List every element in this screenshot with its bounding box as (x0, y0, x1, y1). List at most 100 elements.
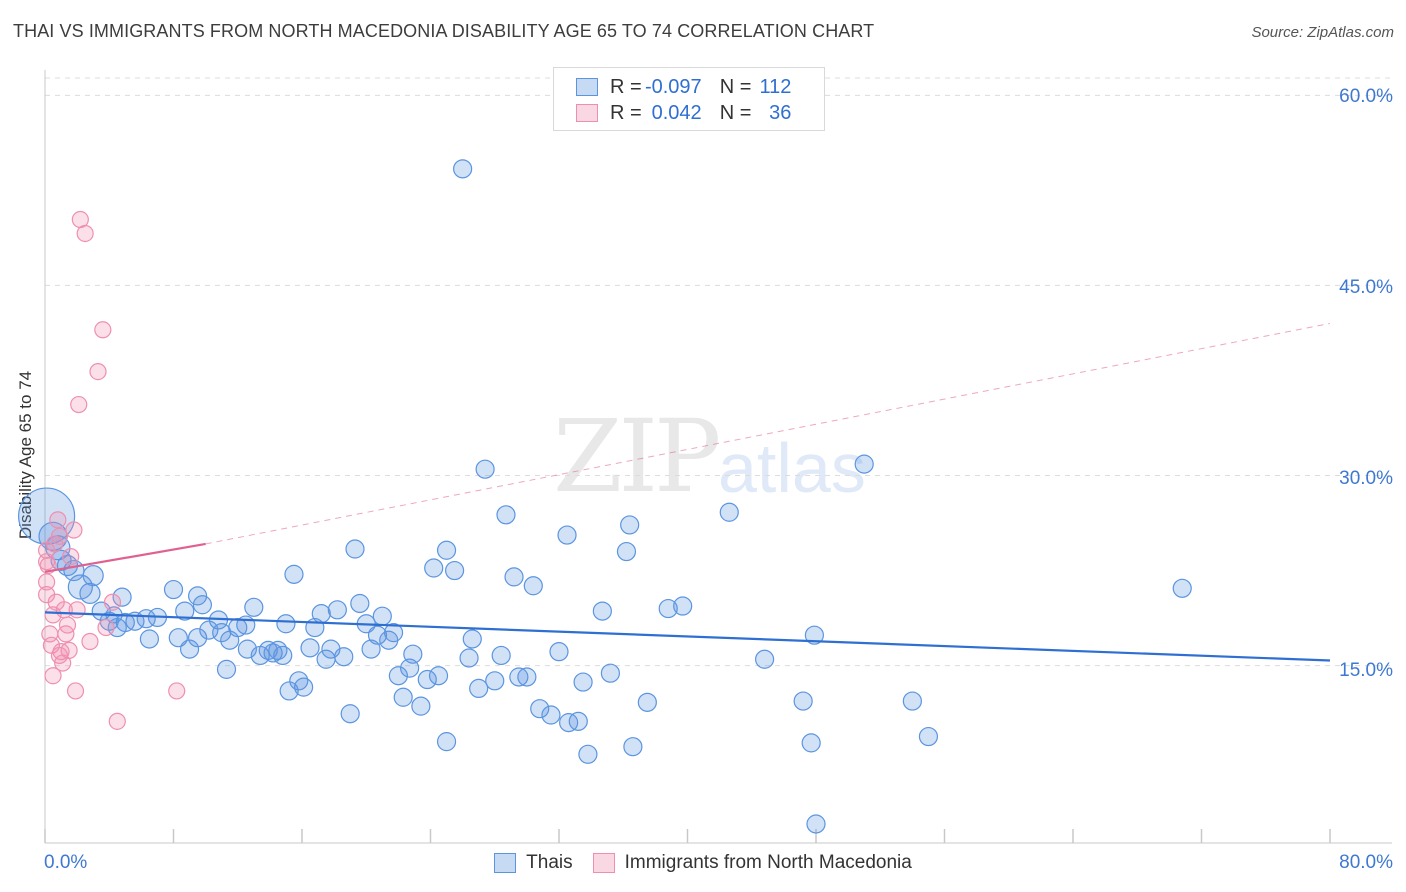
data-point-thais (187, 628, 208, 648)
legend-r-value: 0.042 (651, 101, 702, 124)
data-point-thais (616, 541, 637, 562)
data-point-thais (216, 659, 237, 679)
data-point-macedonia (70, 395, 88, 414)
data-point-thais (620, 515, 640, 535)
data-point-thais (350, 593, 370, 614)
data-point-thais (334, 647, 354, 667)
data-point-thais (179, 639, 200, 659)
y-tick-label-30: 30.0% (1339, 468, 1393, 489)
legend-label-macedonia: Immigrants from North Macedonia (624, 852, 912, 873)
data-point-thais (436, 732, 457, 752)
legend-row-thais: R = -0.097 N = 112 (576, 75, 791, 99)
data-point-thais (300, 638, 320, 658)
legend-swatch-macedonia (592, 853, 615, 873)
data-point-macedonia (89, 362, 107, 381)
data-point-thais (279, 681, 299, 701)
data-point-thais (340, 704, 360, 724)
data-point-thais (462, 629, 482, 649)
data-point-thais (801, 733, 821, 753)
data-point-thais (578, 744, 598, 764)
data-point-macedonia (38, 573, 56, 591)
data-point-thais (918, 726, 939, 747)
data-point-macedonia (66, 682, 85, 700)
data-point-thais (383, 623, 404, 643)
data-point-thais (311, 604, 331, 624)
data-point-thais (793, 691, 813, 711)
data-point-thais (403, 644, 423, 664)
trend-line-macedonia (44, 542, 206, 573)
data-point-thais (496, 505, 516, 525)
x-tick-label-max: 80.0% (1339, 852, 1393, 873)
legend-n-value: 36 (769, 101, 792, 124)
watermark-atlas: atlas (718, 429, 866, 507)
data-point-macedonia (49, 511, 67, 529)
data-point-thais (658, 598, 678, 619)
data-point-thais (79, 582, 101, 604)
data-point-thais (327, 600, 347, 620)
data-point-macedonia (62, 548, 80, 566)
data-point-thais (192, 595, 213, 615)
data-point-macedonia (60, 641, 78, 659)
data-point-thais (424, 558, 444, 578)
data-point-macedonia (44, 606, 62, 624)
data-point-thais (67, 574, 93, 600)
data-point-thais (82, 565, 104, 587)
data-point-macedonia (44, 667, 62, 685)
legend-n-value: 112 (759, 75, 792, 98)
watermark-zip: ZIP (553, 398, 721, 515)
data-point-thais (854, 454, 874, 474)
legend-item-thais: Thais (494, 852, 573, 874)
data-point-thais (367, 625, 388, 645)
data-point-thais (804, 625, 824, 645)
x-tick-label-min: 0.0% (44, 852, 88, 873)
data-point-thais (523, 576, 543, 596)
data-point-thais (284, 564, 304, 584)
data-point-thais (163, 579, 184, 600)
data-point-thais (469, 678, 489, 699)
data-point-thais (623, 737, 643, 757)
data-point-thais (592, 601, 612, 621)
data-point-thais (417, 669, 437, 690)
data-point-macedonia (103, 593, 122, 611)
y-tick-label-15: 15.0% (1339, 660, 1393, 681)
data-point-thais (754, 649, 775, 669)
y-tick-label-60: 60.0% (1339, 86, 1393, 107)
data-point-thais (509, 667, 529, 687)
correlation-legend: R = -0.097 N = 112 R = 0.042 N = 36 (553, 67, 825, 131)
data-point-thais (453, 159, 473, 179)
data-point-thais (475, 459, 495, 479)
data-point-thais (444, 560, 465, 581)
data-point-thais (806, 814, 826, 834)
data-point-thais (372, 606, 392, 626)
data-point-thais (436, 540, 457, 560)
data-point-macedonia (68, 601, 86, 619)
legend-r-label: R = (610, 101, 642, 124)
data-point-thais (361, 639, 381, 659)
data-point-thais (345, 539, 365, 559)
data-point-thais (637, 692, 657, 712)
data-point-thais (559, 713, 579, 733)
data-point-thais (530, 699, 550, 719)
data-point-thais (1172, 578, 1192, 598)
data-point-thais (491, 645, 511, 666)
data-point-macedonia (108, 712, 126, 730)
trend-line-thais (44, 611, 1331, 662)
data-point-macedonia (65, 521, 83, 539)
data-point-thais (517, 667, 537, 687)
data-point-thais (557, 525, 577, 545)
data-point-macedonia (58, 616, 77, 634)
data-point-thais (139, 629, 160, 649)
legend-swatch-macedonia (576, 104, 598, 122)
data-point-macedonia (50, 527, 69, 545)
legend-item-macedonia: Immigrants from North Macedonia (592, 852, 912, 874)
data-point-thais (568, 711, 588, 731)
data-point-thais (175, 601, 195, 621)
legend-label-thais: Thais (526, 852, 573, 873)
data-point-thais (294, 677, 314, 697)
data-point-thais (276, 614, 296, 634)
data-point-thais (112, 587, 132, 607)
data-point-thais (273, 645, 293, 666)
data-point-macedonia (76, 224, 94, 243)
data-point-macedonia (97, 618, 115, 637)
